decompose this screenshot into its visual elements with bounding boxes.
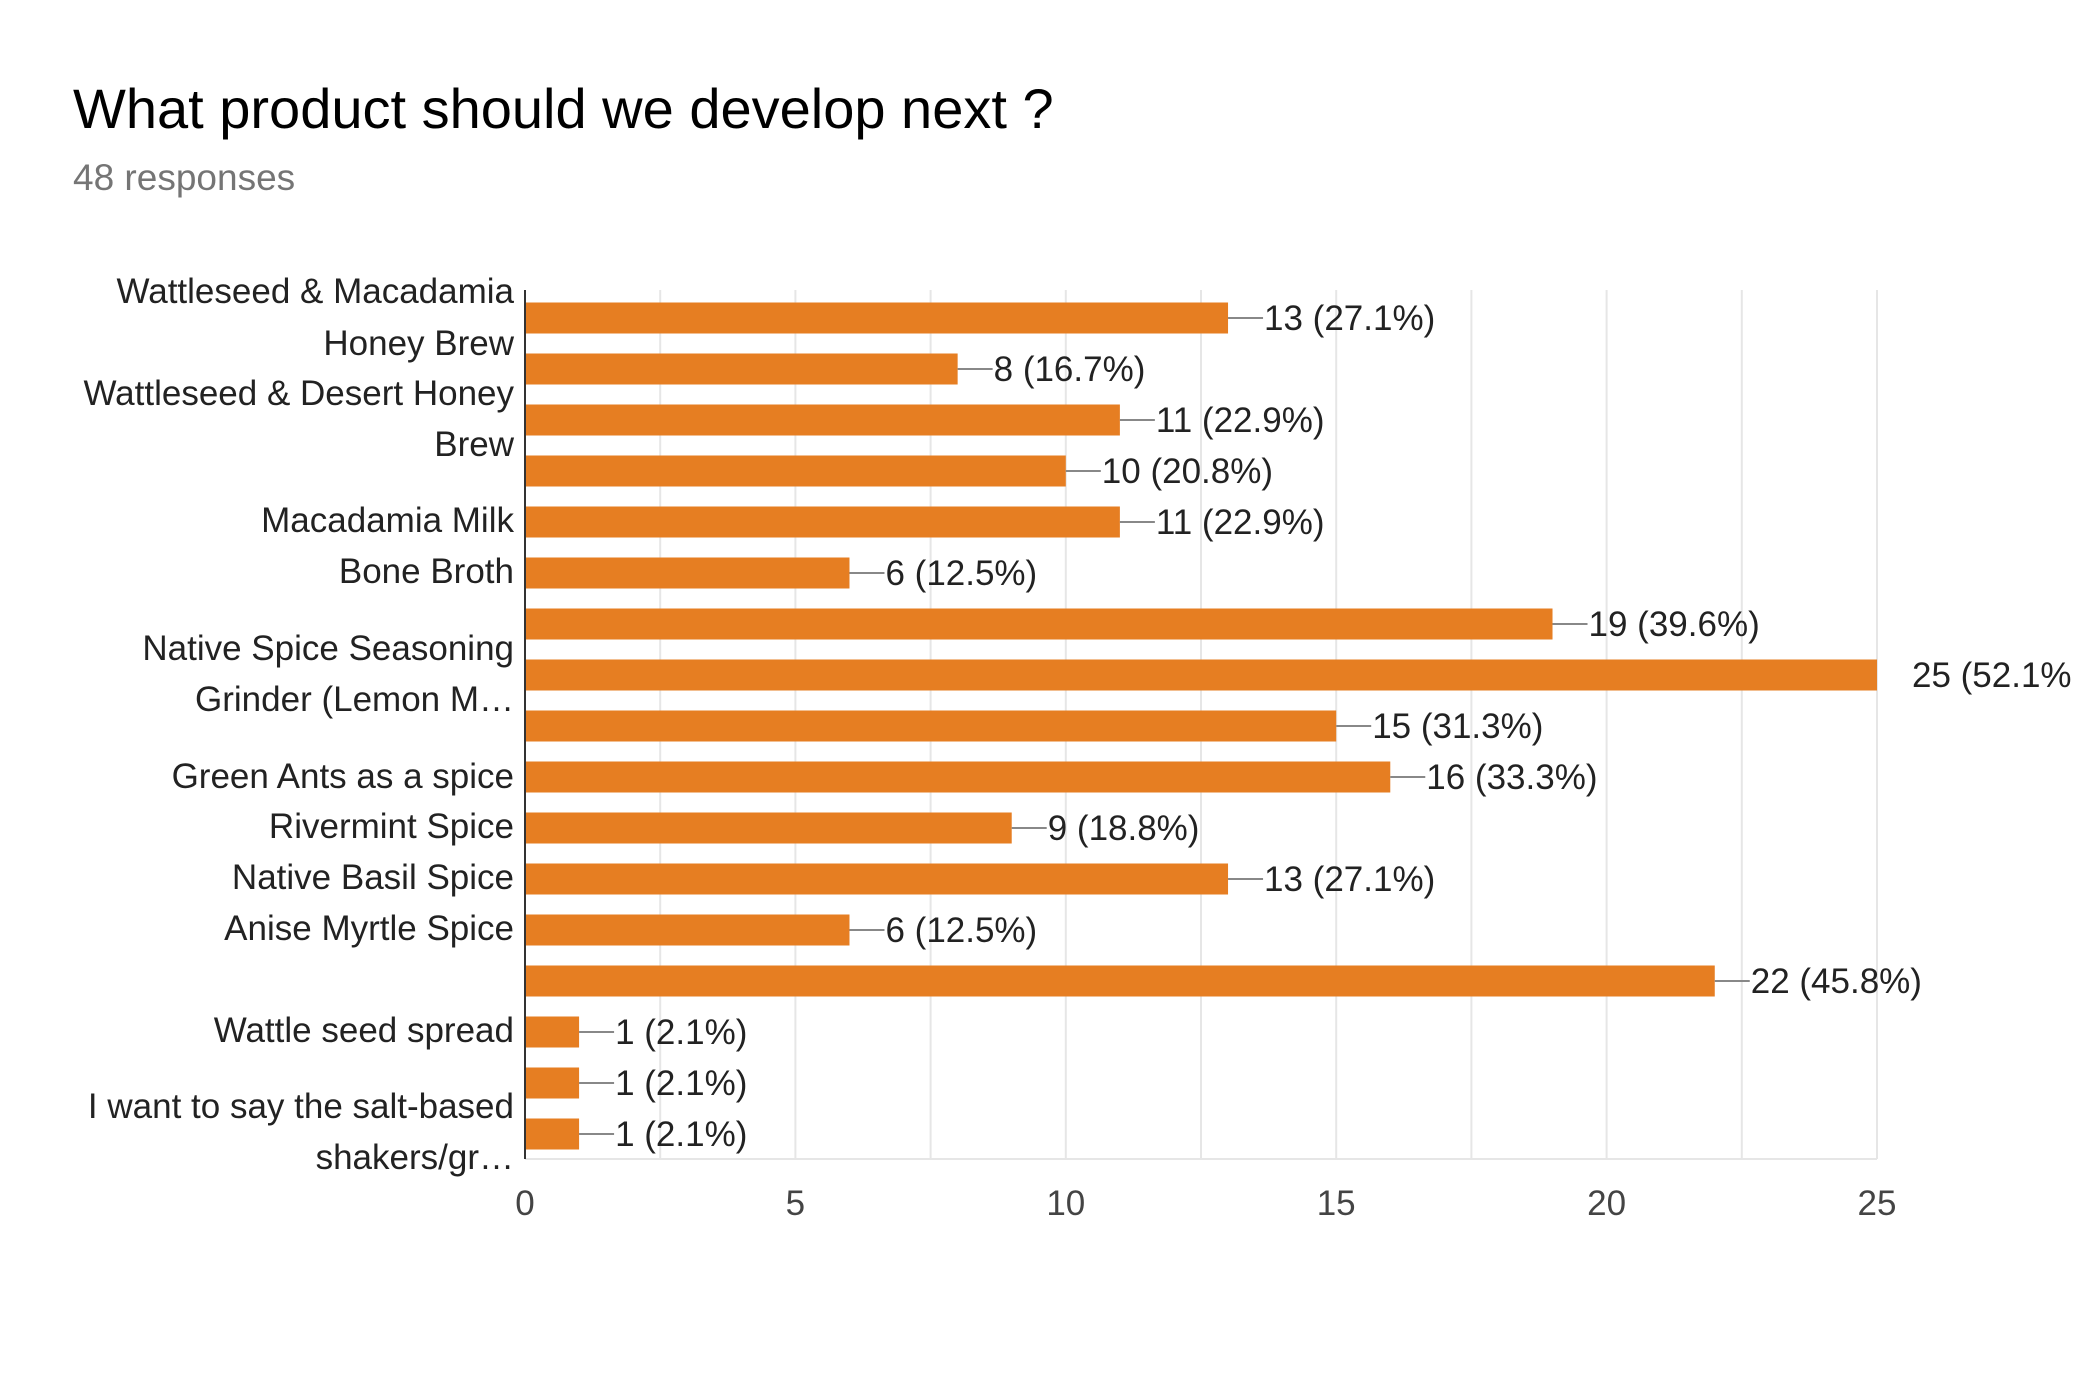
response-count: 48 responses [73, 157, 296, 198]
data-label: 1 (2.1%) [615, 1064, 747, 1103]
bar [525, 659, 1877, 691]
x-tick-label: 20 [1587, 1184, 1626, 1223]
category-label: Bone Broth [339, 552, 514, 591]
bar [525, 863, 1229, 895]
bar [525, 302, 1229, 334]
bar [525, 965, 1715, 997]
category-label: I want to say the salt-based [88, 1087, 514, 1126]
data-label: 15 (31.3%) [1372, 707, 1543, 746]
bar [525, 761, 1391, 793]
bar [525, 1067, 580, 1099]
data-label: 16 (33.3%) [1426, 758, 1597, 797]
chart-title: What product should we develop next ? [73, 77, 1054, 140]
data-label: 13 (27.1%) [1264, 299, 1435, 338]
data-label: 6 (12.5%) [885, 911, 1037, 950]
category-label: Macadamia Milk [261, 501, 514, 540]
category-label: Honey Brew [323, 324, 514, 363]
x-tick-label: 15 [1317, 1184, 1356, 1223]
x-tick-label: 0 [515, 1184, 534, 1223]
data-label: 1 (2.1%) [615, 1115, 747, 1154]
bar [525, 455, 1066, 487]
x-tick-label: 25 [1858, 1184, 1897, 1223]
bar [525, 914, 850, 946]
x-tick-label: 10 [1046, 1184, 1085, 1223]
category-label: Rivermint Spice [269, 807, 514, 846]
data-label: 11 (22.9%) [1156, 401, 1325, 440]
category-label: shakers/gr… [316, 1138, 514, 1177]
bar [525, 506, 1120, 538]
data-label: 1 (2.1%) [615, 1013, 747, 1052]
data-label: 11 (22.9%) [1156, 503, 1325, 542]
bar [525, 404, 1120, 436]
category-label: Native Spice Seasoning [142, 629, 514, 668]
category-label: Brew [434, 425, 514, 464]
data-label: 19 (39.6%) [1589, 605, 1760, 644]
data-label: 6 (12.5%) [885, 554, 1037, 593]
category-label: Grinder (Lemon M… [195, 680, 514, 719]
bar [525, 608, 1553, 640]
category-label: Native Basil Spice [232, 858, 514, 897]
data-label: 10 (20.8%) [1102, 452, 1273, 491]
category-label: Wattleseed & Desert Honey [83, 374, 514, 413]
category-label: Wattleseed & Macadamia [117, 272, 515, 311]
bar [525, 710, 1337, 742]
x-tick-label: 5 [786, 1184, 805, 1223]
bar [525, 353, 958, 385]
category-label: Green Ants as a spice [172, 757, 514, 796]
data-label: 13 (27.1%) [1264, 860, 1435, 899]
category-label: Anise Myrtle Spice [224, 909, 514, 948]
data-label: 22 (45.8%) [1751, 962, 1922, 1001]
bar [525, 812, 1012, 844]
data-label: 8 (16.7%) [994, 350, 1146, 389]
bar [525, 1016, 580, 1048]
bar [525, 1118, 580, 1150]
data-label: 9 (18.8%) [1048, 809, 1200, 848]
data-label: 25 (52.1% [1912, 656, 2072, 695]
category-label: Wattle seed spread [214, 1011, 514, 1050]
bar [525, 557, 850, 589]
